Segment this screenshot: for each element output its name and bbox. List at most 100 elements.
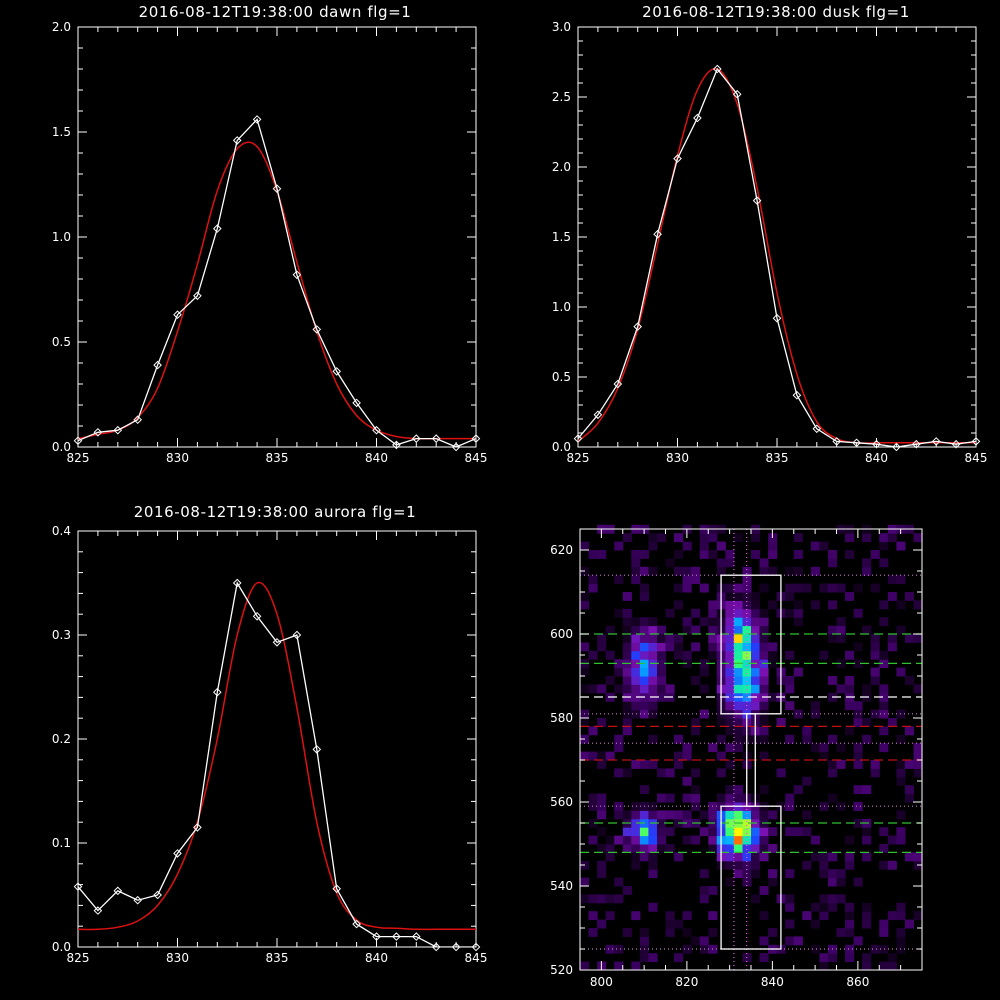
heatmap-cell <box>751 869 761 879</box>
heatmap-cell <box>870 944 880 954</box>
heatmap-cell <box>896 625 906 635</box>
heatmap-cell <box>674 634 684 643</box>
heatmap-cell <box>622 768 632 778</box>
heatmap-cell <box>845 676 855 685</box>
heatmap-cell <box>605 844 615 853</box>
heatmap-cell <box>682 928 692 937</box>
heatmap-cell <box>639 676 649 685</box>
heatmap-cell <box>819 802 829 811</box>
heatmap-cell <box>870 642 880 652</box>
heatmap-cell <box>648 566 658 576</box>
heatmap-cell <box>862 566 872 576</box>
data-point <box>792 390 802 400</box>
dawn-title: 2016-08-12T19:38:00 dawn flg=1 <box>139 3 412 21</box>
heatmap-cell <box>725 844 735 853</box>
heatmap-cell <box>708 650 718 660</box>
data-point <box>451 942 461 952</box>
heatmap-cell <box>828 852 838 862</box>
data-point <box>451 442 461 452</box>
heatmap-cell <box>605 835 615 845</box>
heatmap-cell <box>674 650 684 660</box>
heatmap-cell <box>622 592 632 601</box>
heatmap-cell <box>708 625 718 635</box>
heatmap-cell <box>622 928 632 937</box>
heatmap-cell <box>580 592 590 601</box>
heatmap-cell <box>836 743 846 753</box>
heatmap-cell <box>785 701 795 711</box>
heatmap-cell <box>639 684 649 694</box>
heatmap-cell <box>648 810 658 820</box>
heatmap-cell <box>802 734 812 744</box>
heatmap-cell <box>597 810 607 820</box>
heatmap-cell <box>725 701 735 711</box>
heatmap-cell <box>819 650 829 660</box>
heatmap-cell <box>614 743 624 753</box>
heatmap-cell <box>879 919 889 929</box>
heatmap-cell <box>870 583 880 593</box>
heatmap-cell <box>725 625 735 635</box>
heatmap-cell <box>657 642 667 652</box>
heatmap-cell <box>639 785 649 795</box>
heatmap-cell <box>862 827 872 837</box>
data-point <box>892 442 901 452</box>
heatmap-cell <box>622 810 632 820</box>
heatmap-cell <box>716 751 726 761</box>
heatmap-cell <box>597 869 607 879</box>
heatmap-cell <box>733 860 743 870</box>
heatmap-cell <box>631 911 641 921</box>
data-point <box>292 630 302 640</box>
heatmap-cell <box>904 592 914 601</box>
heatmap-cell <box>733 642 743 652</box>
heatmap-cell <box>665 642 675 652</box>
heatmap-cell <box>759 684 769 694</box>
heatmap-cell <box>879 709 889 719</box>
heatmap-cell <box>879 928 889 937</box>
heatmap-cell <box>631 642 641 652</box>
data-point <box>392 440 401 450</box>
heatmap-cell <box>862 558 872 568</box>
heatmap-cell <box>614 835 624 845</box>
heatmap-cell <box>648 541 658 551</box>
heatmap-cell <box>665 684 675 694</box>
heatmap-cell <box>588 583 598 593</box>
heatmap-cell <box>631 667 641 677</box>
heatmap-cell <box>879 600 889 610</box>
heatmap-cell <box>631 760 641 769</box>
data-point <box>951 439 961 449</box>
heatmap-cell <box>904 852 914 862</box>
heatmap-cell <box>648 734 658 744</box>
data-point <box>232 136 242 145</box>
heatmap-cell <box>597 827 607 837</box>
heatmap-cell <box>674 642 684 652</box>
heatmap-cell <box>622 650 632 660</box>
heatmap-cell <box>828 734 838 744</box>
heatmap-cell <box>725 600 735 610</box>
heatmap-cell <box>691 835 701 845</box>
heatmap-cell <box>810 902 820 912</box>
data-point <box>252 115 262 124</box>
heatmap-cell <box>733 852 743 862</box>
heatmap-cell <box>691 726 701 736</box>
heatmap-cell <box>674 550 684 559</box>
heatmap-cell <box>887 911 897 921</box>
heatmap-cell <box>622 709 632 719</box>
heatmap-cell <box>648 844 658 853</box>
heatmap-cell <box>896 928 906 937</box>
heatmap-cell <box>904 919 914 929</box>
x-tick-label: 830 <box>166 951 189 965</box>
y-tick-label: 0.3 <box>52 628 71 642</box>
heatmap-cell <box>785 827 795 837</box>
heatmap-cell <box>742 818 752 828</box>
data-point <box>232 578 242 588</box>
heatmap-cell <box>699 541 709 551</box>
heatmap-cell <box>708 928 718 937</box>
spectrogram-panel: 800 820 840 860 520 540 560 580 600 620 <box>550 524 923 989</box>
heatmap-cell <box>691 608 701 618</box>
heatmap-cell <box>810 600 820 610</box>
heatmap-cell <box>836 617 846 627</box>
heatmap-cell <box>674 919 684 929</box>
heatmap-cell <box>768 869 778 879</box>
heatmap-cell <box>665 844 675 853</box>
heatmap-cell <box>691 566 701 576</box>
heatmap-cell <box>759 835 769 845</box>
